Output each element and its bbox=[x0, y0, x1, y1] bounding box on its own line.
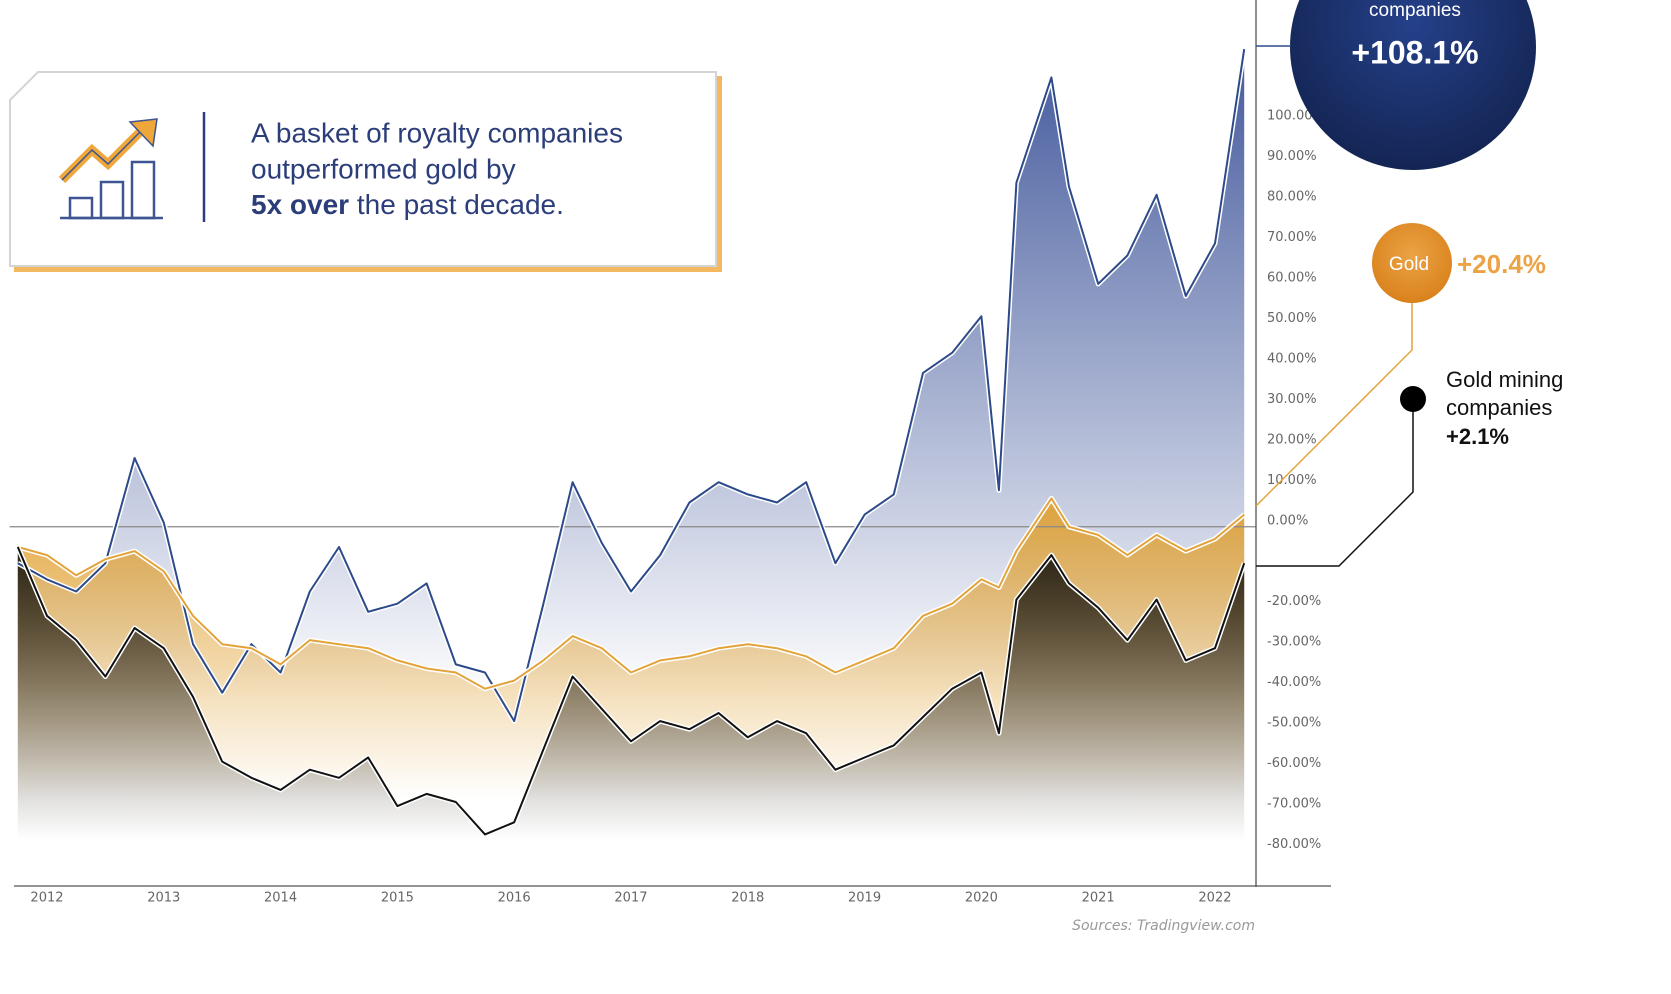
y-tick-label: -30.00% bbox=[1267, 635, 1321, 650]
series-name: companies bbox=[1446, 395, 1552, 420]
series-name: Gold mining bbox=[1446, 367, 1563, 392]
x-tick-label: 2012 bbox=[30, 891, 63, 906]
x-tick-label: 2015 bbox=[381, 891, 414, 906]
x-tick-label: 2018 bbox=[731, 891, 764, 906]
end-label: +2.1% bbox=[1446, 424, 1509, 449]
x-tick-label: 2017 bbox=[614, 891, 647, 906]
x-tick-label: 2014 bbox=[264, 891, 297, 906]
line bbox=[17, 48, 1246, 723]
y-tick-label: 60.00% bbox=[1267, 270, 1317, 285]
y-tick-label: 40.00% bbox=[1267, 351, 1317, 366]
y-tick-label: 80.00% bbox=[1267, 189, 1317, 204]
x-tick-label: 2020 bbox=[965, 891, 998, 906]
y-tick-label: -20.00% bbox=[1267, 594, 1321, 609]
line bbox=[16, 546, 1246, 836]
area bbox=[17, 547, 1245, 883]
y-tick-label: 50.00% bbox=[1267, 311, 1317, 326]
callout-bold: 5x over bbox=[251, 189, 349, 220]
growth-icon bbox=[58, 118, 163, 220]
y-tick-label: 30.00% bbox=[1267, 392, 1317, 407]
x-tick-label: 2016 bbox=[498, 891, 531, 906]
y-tick-label: 20.00% bbox=[1267, 432, 1317, 447]
series-name: companies bbox=[1369, 0, 1461, 21]
y-tick-label: -70.00% bbox=[1267, 797, 1321, 812]
callout-text: outperformed gold by bbox=[251, 153, 516, 184]
x-tick-label: 2019 bbox=[848, 891, 881, 906]
miners-dot bbox=[1400, 386, 1426, 412]
y-tick-label: 70.00% bbox=[1267, 230, 1317, 245]
callout-text: 5x over the past decade. bbox=[251, 189, 564, 220]
callout-text: the past decade. bbox=[357, 189, 564, 220]
series-name: Gold bbox=[1389, 254, 1429, 275]
connector bbox=[1256, 399, 1414, 567]
end-labels: companies +108.1% Gold +20.4% Gold minin… bbox=[1255, 0, 1563, 567]
end-label: +20.4% bbox=[1457, 249, 1546, 279]
y-tick-label: -80.00% bbox=[1267, 837, 1321, 852]
x-tick-label: 2022 bbox=[1198, 891, 1231, 906]
gold-bubble bbox=[1372, 223, 1452, 303]
callout-box: A basket of royalty companies outperform… bbox=[9, 71, 722, 272]
box bbox=[9, 71, 717, 267]
end-label: +108.1% bbox=[1351, 34, 1478, 70]
y-tick-label: 0.00% bbox=[1267, 513, 1308, 528]
y-tick-label: -40.00% bbox=[1267, 675, 1321, 690]
source: Sources: Tradingview.com bbox=[1072, 918, 1255, 934]
y-tick-label: -60.00% bbox=[1267, 756, 1321, 771]
callout-text: A basket of royalty companies bbox=[251, 117, 623, 148]
x-tick-label: 2021 bbox=[1082, 891, 1115, 906]
connector bbox=[1255, 300, 1413, 507]
royalty-bubble bbox=[1290, 0, 1536, 170]
x-tick-label: 2013 bbox=[147, 891, 180, 906]
y-tick-label: 10.00% bbox=[1267, 473, 1317, 488]
plot-area: 100.00%90.00%80.00%70.00%60.00%50.00%40.… bbox=[9, 0, 1331, 906]
y-tick-label: 90.00% bbox=[1267, 149, 1317, 164]
y-tick-label: -50.00% bbox=[1267, 716, 1321, 731]
line bbox=[17, 497, 1245, 690]
